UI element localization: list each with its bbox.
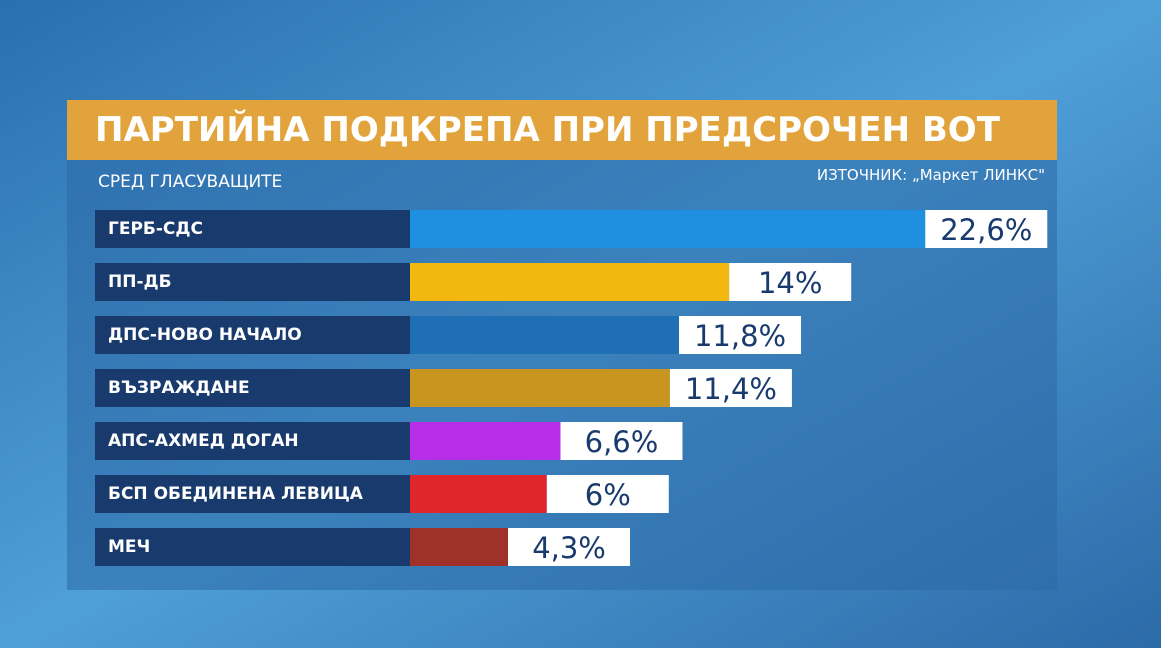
value-label: 11,4%	[685, 372, 777, 406]
category-label: БСП ОБЕДИНЕНА ЛЕВИЦА	[108, 484, 364, 504]
subtitle: СРЕД ГЛАСУВАЩИТЕ	[98, 172, 282, 192]
value-box	[925, 210, 1048, 248]
value-label: 14%	[758, 266, 822, 300]
category-label: АПС-АХМЕД ДОГАН	[108, 431, 299, 451]
value-label: 11,8%	[694, 319, 786, 353]
value-box	[560, 422, 683, 460]
title-bar	[67, 100, 1057, 160]
bar	[410, 316, 680, 354]
bar	[410, 369, 670, 407]
category-label: ГЕРБ-СДС	[108, 219, 203, 239]
category-box	[95, 369, 410, 407]
category-box	[95, 263, 410, 301]
value-box	[546, 475, 669, 513]
bar	[410, 210, 926, 248]
value-box	[508, 528, 631, 566]
bar	[410, 422, 561, 460]
category-box	[95, 528, 410, 566]
bar	[410, 528, 509, 566]
category-box	[95, 316, 410, 354]
value-label: 4,3%	[532, 531, 606, 565]
category-label: ВЪЗРАЖДАНЕ	[108, 378, 250, 398]
chart-title: ПАРТИЙНА ПОДКРЕПА ПРИ ПРЕДСРОЧЕН ВОТ	[95, 109, 1001, 150]
value-box	[729, 263, 852, 301]
category-label: МЕЧ	[108, 537, 150, 557]
source: ИЗТОЧНИК: „Маркет ЛИНКС"	[817, 166, 1045, 184]
category-box	[95, 475, 410, 513]
value-label: 6,6%	[585, 425, 659, 459]
value-label: 6%	[585, 478, 631, 512]
category-label: ДПС-НОВО НАЧАЛО	[108, 325, 302, 345]
value-box	[679, 316, 802, 354]
value-box	[669, 369, 792, 407]
category-box	[95, 210, 410, 248]
category-label: ПП-ДБ	[108, 272, 172, 292]
bar	[410, 475, 547, 513]
bar	[410, 263, 730, 301]
value-label: 22,6%	[940, 213, 1032, 247]
category-box	[95, 422, 410, 460]
